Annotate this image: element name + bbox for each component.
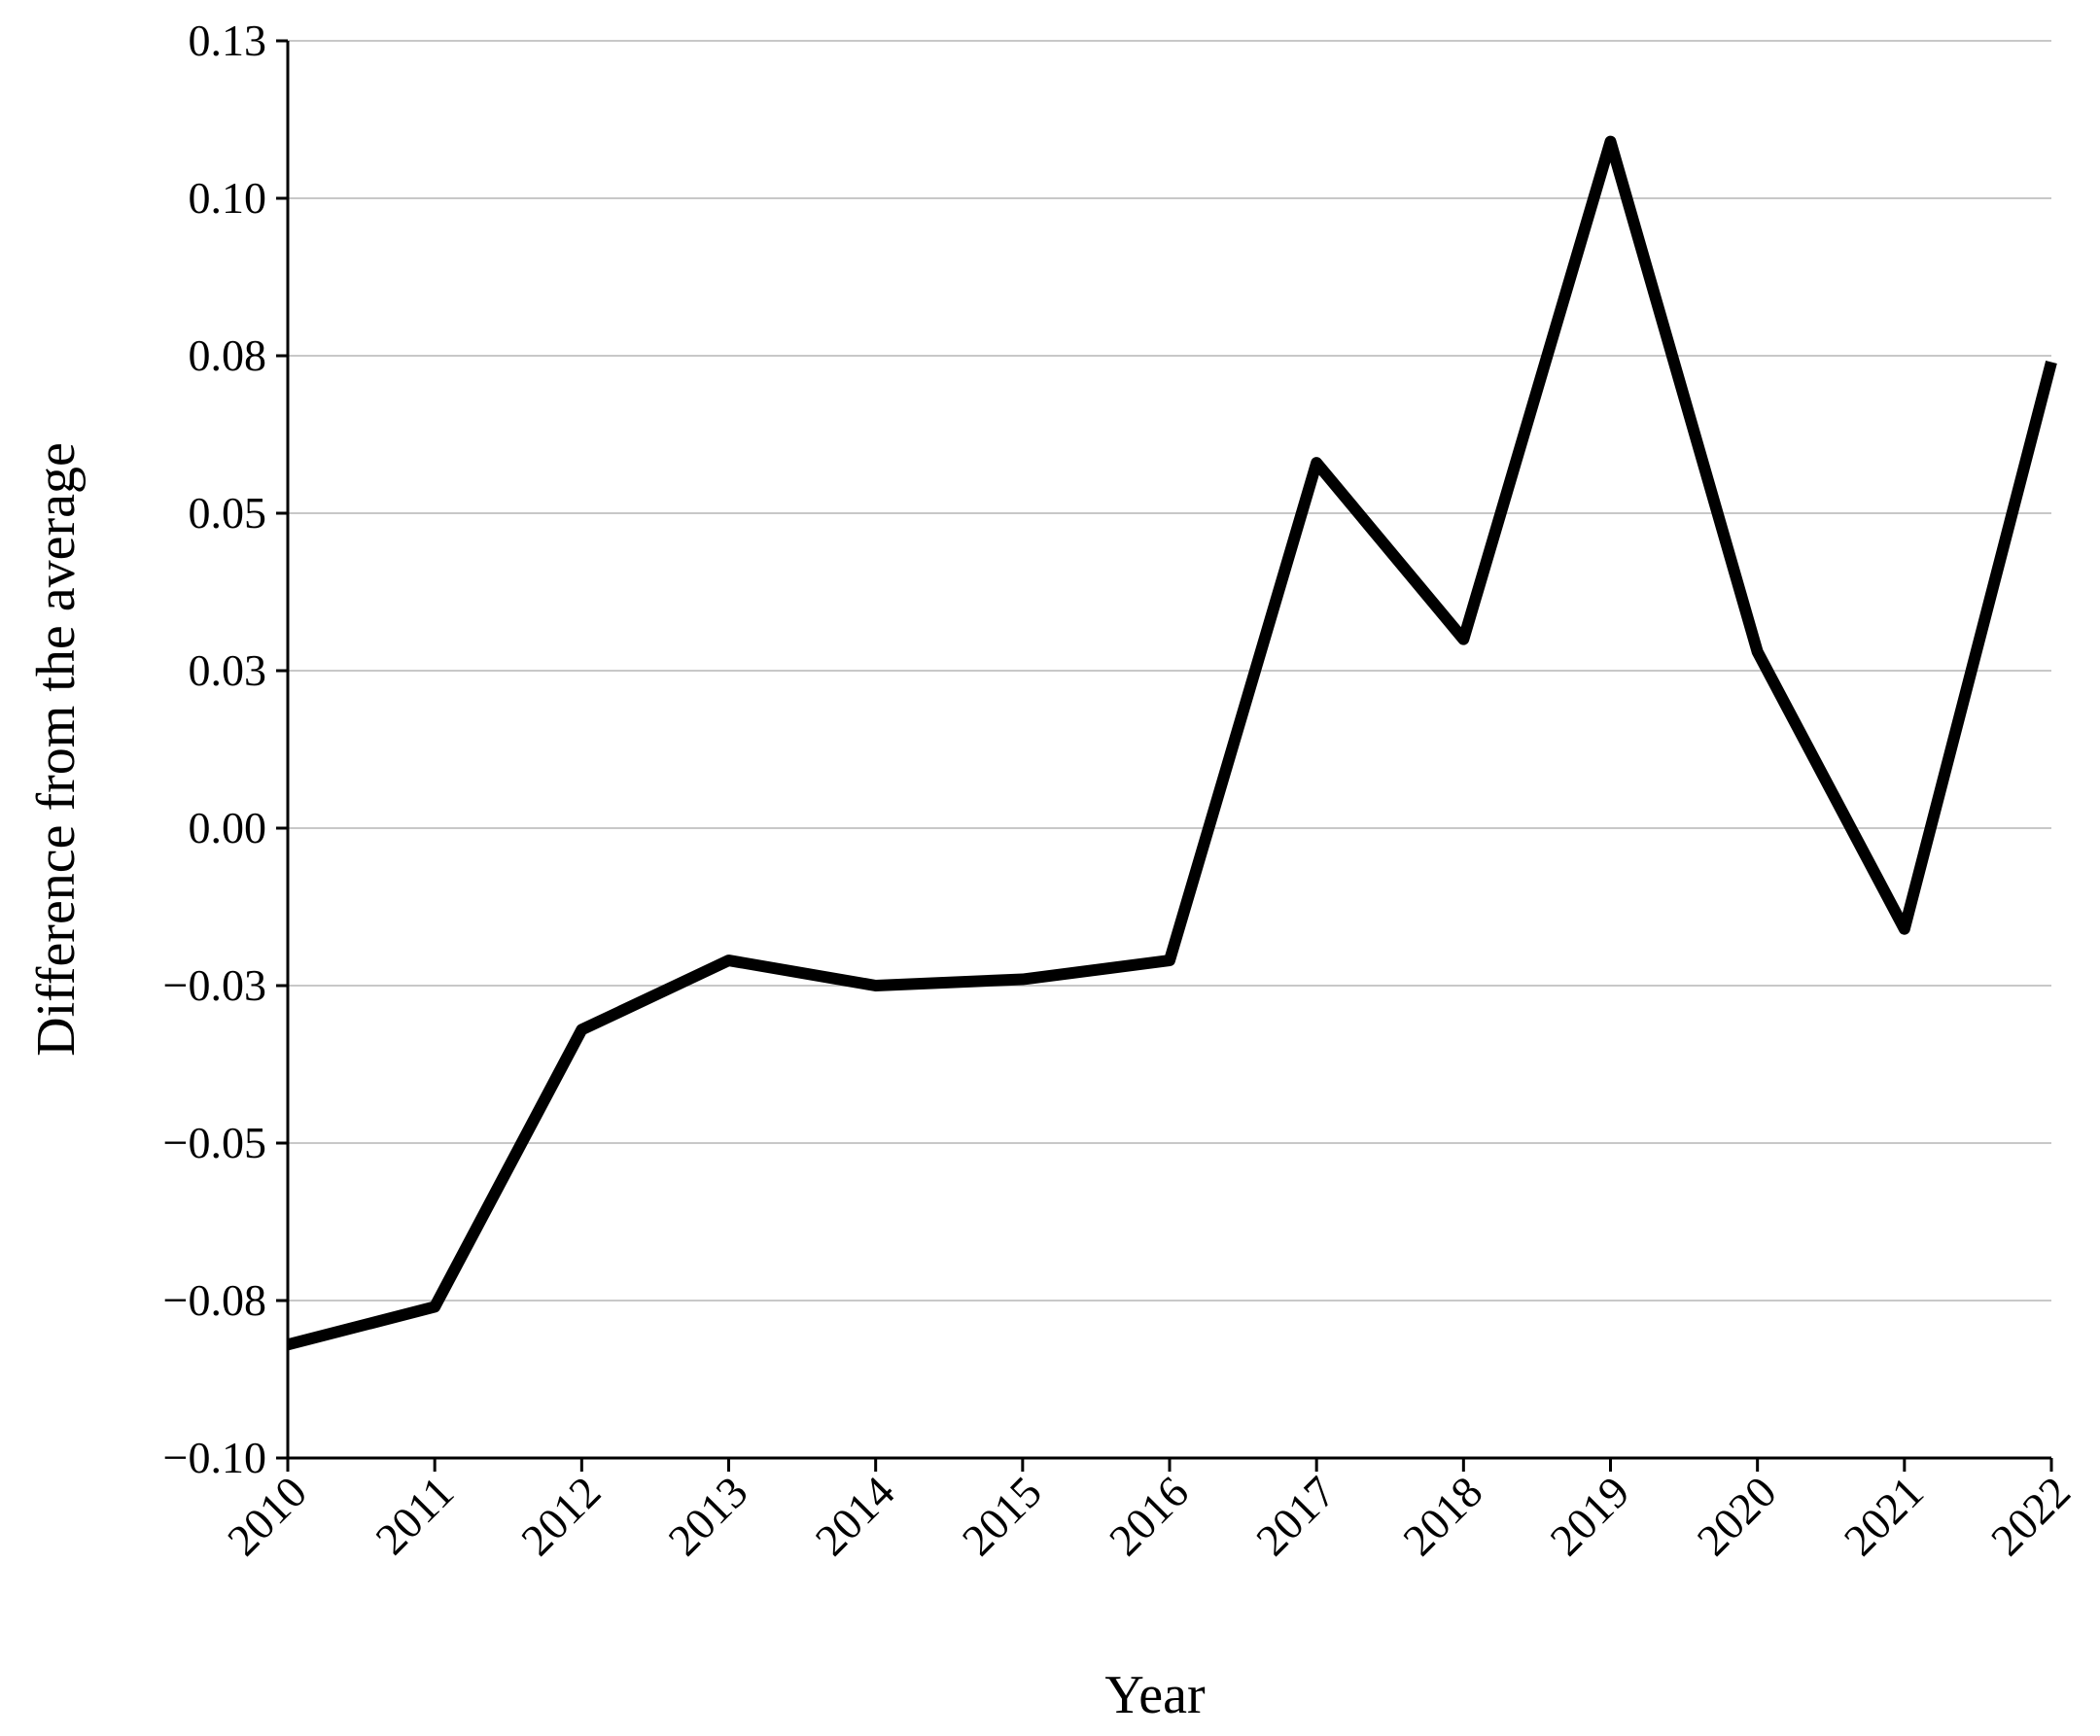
data-line	[286, 135, 2057, 1351]
y-tick-label: 0.03	[189, 645, 267, 695]
x-tick-label: 2021	[1835, 1467, 1933, 1565]
y-tick-label: −0.05	[163, 1118, 266, 1167]
x-tick-label: 2011	[366, 1467, 463, 1564]
y-tick-label: 0.08	[189, 330, 267, 380]
x-tick-label: 2022	[1981, 1467, 2080, 1565]
x-tick-label: 2019	[1540, 1467, 1638, 1565]
y-tick-label: 0.13	[189, 16, 267, 65]
x-tick-label: 2017	[1246, 1467, 1345, 1565]
y-tick-label: −0.03	[163, 960, 266, 1010]
x-tick-label: 2014	[806, 1467, 904, 1565]
x-tick-label: 2018	[1393, 1467, 1491, 1565]
y-tick-label: 0.00	[189, 803, 267, 852]
y-axis-label: Difference from the average	[26, 442, 87, 1057]
x-tick-label: 2016	[1100, 1467, 1198, 1565]
y-tick-label: 0.05	[189, 488, 267, 538]
y-tick-label: −0.08	[163, 1275, 266, 1325]
x-axis-label: Year	[1104, 1665, 1206, 1725]
x-tick-label: 2015	[953, 1467, 1051, 1565]
y-tick-label: 0.10	[189, 173, 267, 223]
x-tick-label: 2012	[511, 1467, 610, 1565]
y-tick-label: −0.10	[163, 1433, 266, 1482]
x-tick-label: 2020	[1688, 1467, 1786, 1565]
x-tick-label: 2013	[658, 1467, 756, 1565]
